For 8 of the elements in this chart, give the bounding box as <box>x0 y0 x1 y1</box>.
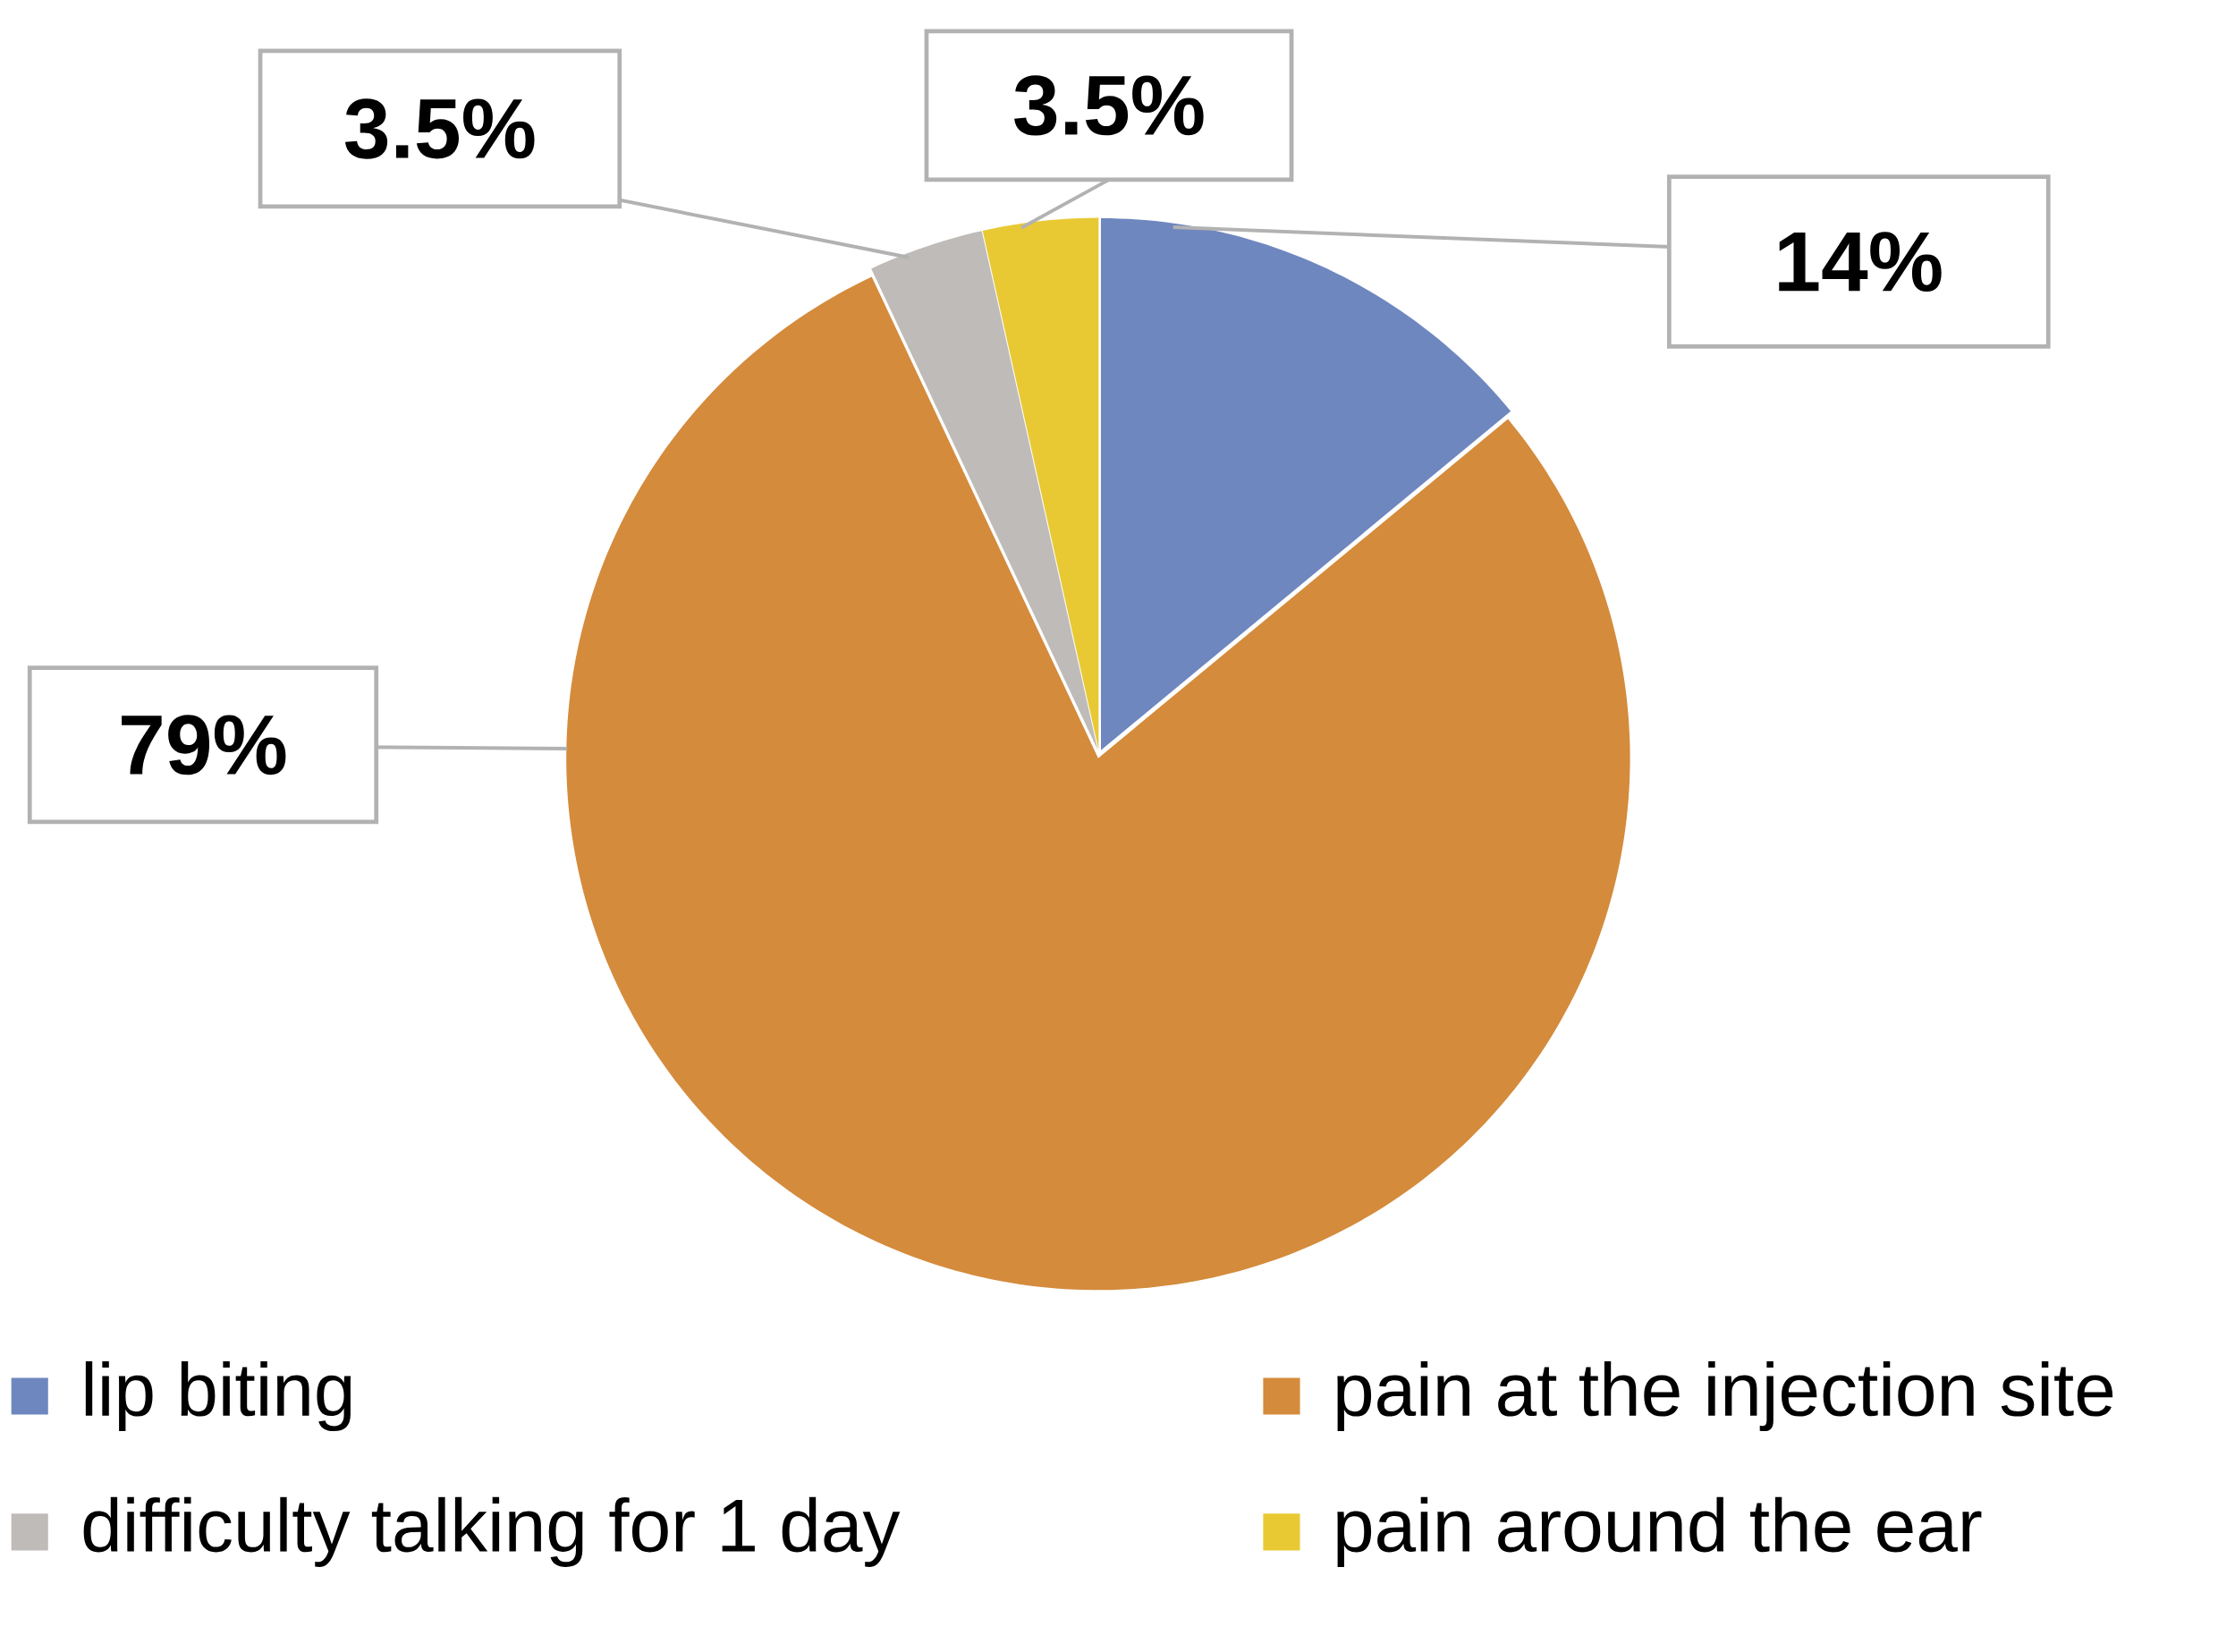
legend-label: pain at the injection site <box>1337 1360 2113 1431</box>
legend-label: pain around the ear <box>1337 1496 1982 1567</box>
data-label: 3.5% <box>1014 75 1204 136</box>
data-label: 3.5% <box>344 98 535 159</box>
data-label: 14% <box>1779 232 1942 292</box>
data-label: 79% <box>122 714 286 775</box>
legend-label: lip biting <box>85 1360 351 1431</box>
legend-label: difficulty talking for 1 day <box>83 1496 901 1567</box>
